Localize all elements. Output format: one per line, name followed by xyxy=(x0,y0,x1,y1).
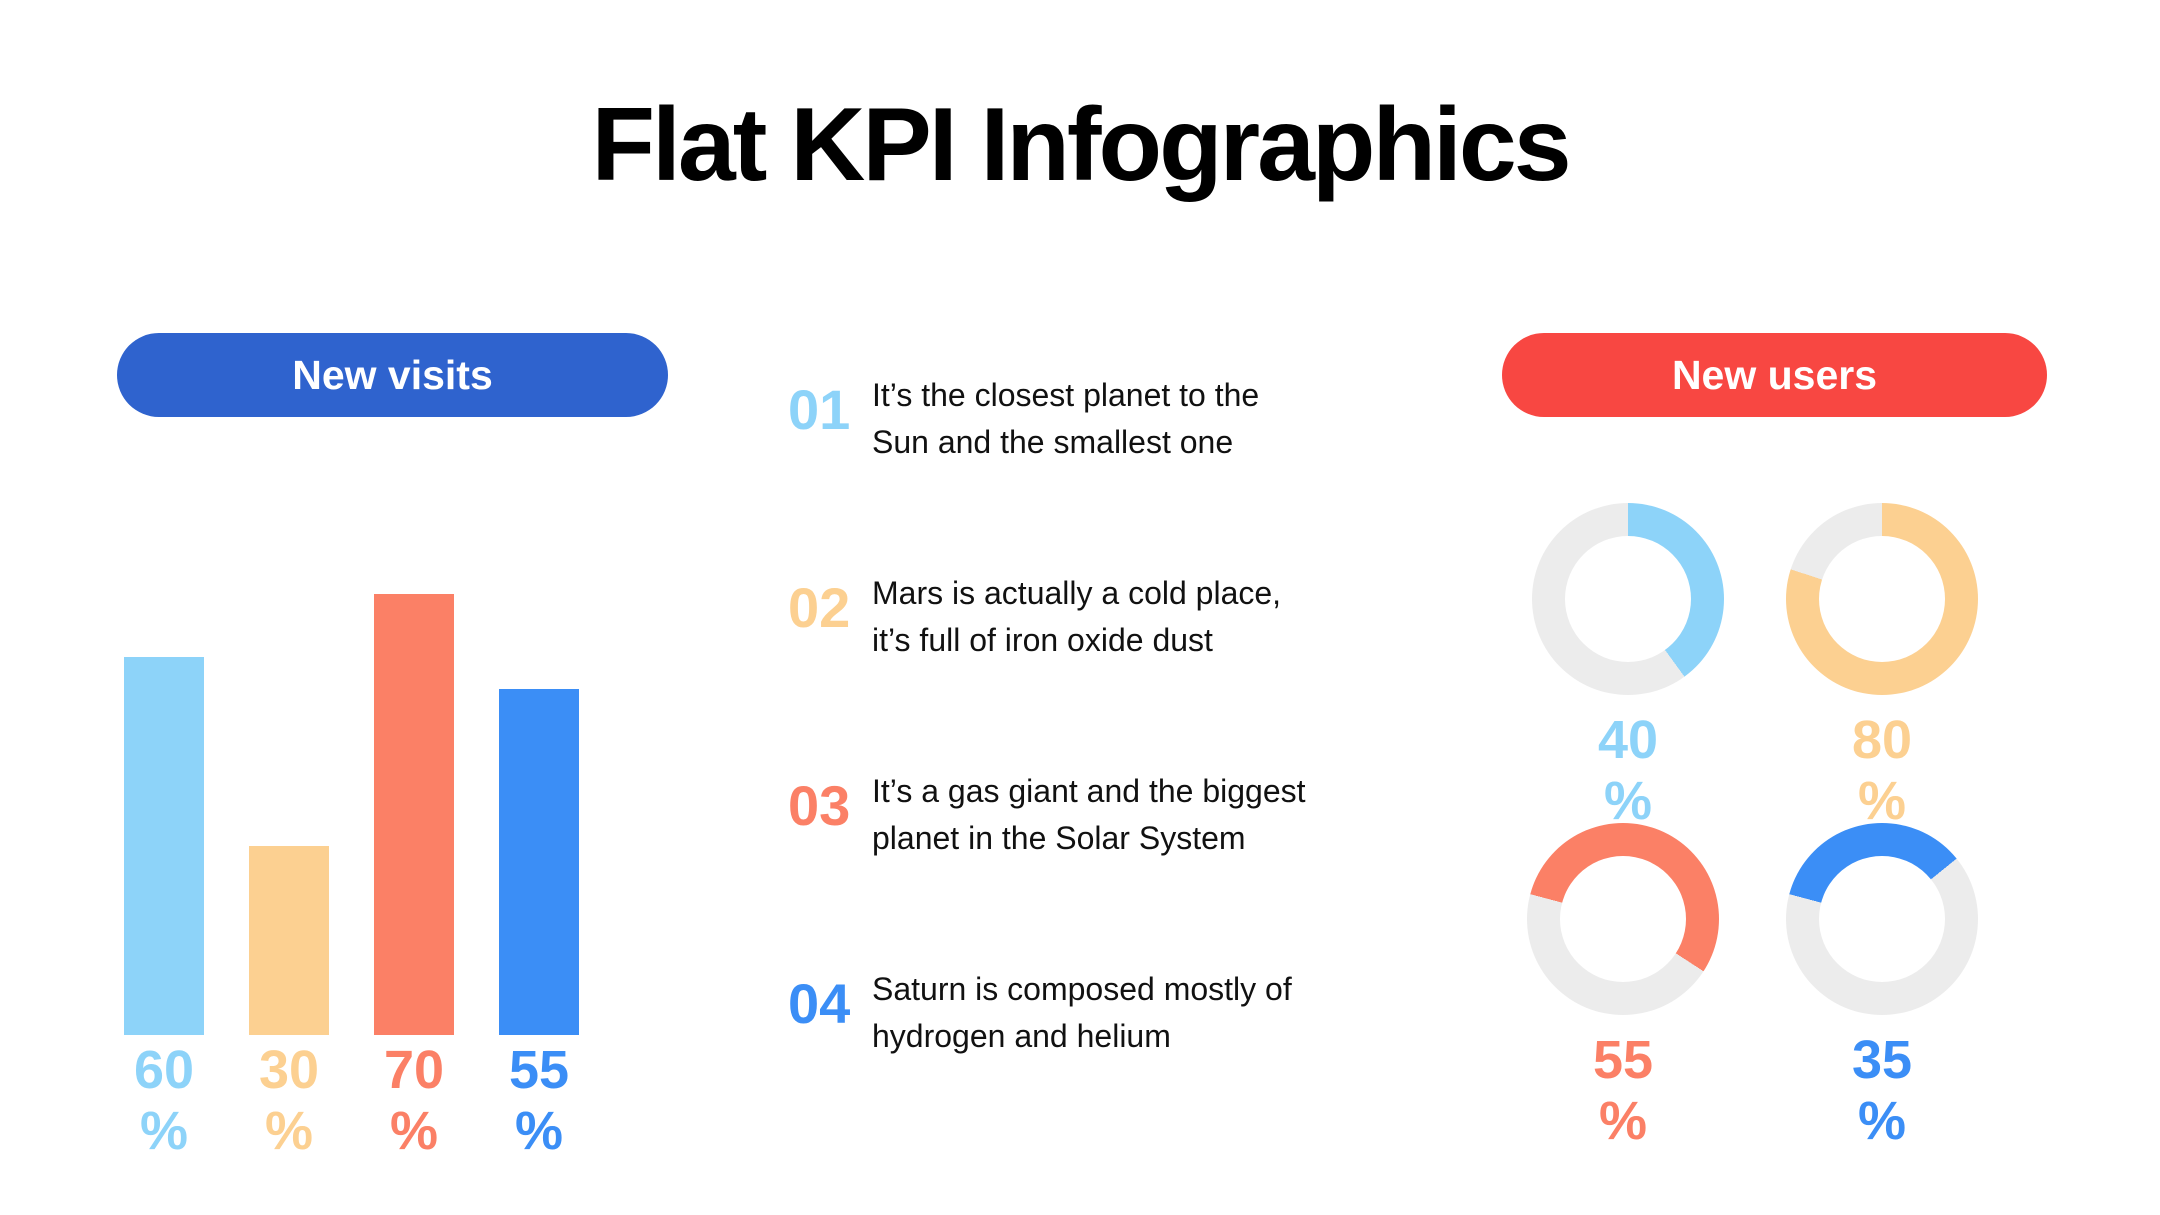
fact-number-01: 01 xyxy=(788,378,851,441)
bar-visits-1 xyxy=(124,657,204,1035)
facts-list: 01 It’s the closest planet to the Sun an… xyxy=(788,372,1428,1164)
fact-item-01: 01 It’s the closest planet to the Sun an… xyxy=(788,372,1428,466)
donut-unit-3: % xyxy=(1598,1091,1647,1151)
new-visits-header-pill: New visits xyxy=(117,333,668,417)
bar-chart-new-visits xyxy=(124,593,579,1035)
bar-value-2: 30 xyxy=(258,1040,320,1100)
donut-unit-1: % xyxy=(1603,771,1652,831)
donut-cell-1: 40 % xyxy=(1532,503,1724,832)
fact-number-02: 02 xyxy=(788,576,851,639)
donut-value-label-2: 80 % xyxy=(1786,710,1978,832)
fact-text-01: It’s the closest planet to the Sun and t… xyxy=(872,377,1260,460)
donut-value-3: 55 xyxy=(1592,1030,1654,1090)
bar-value-4: 55 xyxy=(508,1040,570,1100)
bar-visits-4 xyxy=(499,688,579,1035)
page-title: Flat KPI Infographics xyxy=(591,87,1571,203)
bar-value-label-2: 30 % xyxy=(249,1040,329,1162)
bar-value-labels: 60 % 30 % 70 % 55 % xyxy=(124,1040,579,1162)
donut-value-label-1: 40 % xyxy=(1532,710,1724,832)
donut-cell-2: 80 % xyxy=(1786,503,1978,832)
fact-number-04: 04 xyxy=(788,972,851,1035)
donut-gauge-1 xyxy=(1532,503,1724,695)
bar-visits-2 xyxy=(249,846,329,1035)
donut-value-2: 80 xyxy=(1851,710,1913,770)
bar-value-3: 70 xyxy=(383,1040,445,1100)
bar-value-1: 60 xyxy=(133,1040,195,1100)
donut-value-label-4: 35 % xyxy=(1786,1030,1978,1152)
fact-text-04: Saturn is composed mostly of hydrogen an… xyxy=(872,971,1292,1054)
fact-item-02: 02 Mars is actually a cold place, it’s f… xyxy=(788,570,1428,664)
donut-cell-3: 55 % xyxy=(1527,823,1719,1152)
donut-value-1: 40 xyxy=(1597,710,1659,770)
donut-unit-2: % xyxy=(1857,771,1906,831)
fact-item-03: 03 It’s a gas giant and the biggest plan… xyxy=(788,768,1428,862)
bar-unit-4: % xyxy=(514,1101,563,1161)
bar-value-label-3: 70 % xyxy=(374,1040,454,1162)
bar-unit-1: % xyxy=(139,1101,188,1161)
fact-number-03: 03 xyxy=(788,774,851,837)
bar-visits-3 xyxy=(374,594,454,1035)
bar-unit-3: % xyxy=(389,1101,438,1161)
fact-text-03: It’s a gas giant and the biggest planet … xyxy=(872,773,1306,856)
donut-unit-4: % xyxy=(1857,1091,1906,1151)
fact-text-02: Mars is actually a cold place, it’s full… xyxy=(872,575,1282,658)
donut-gauge-4 xyxy=(1786,823,1978,1015)
bar-unit-2: % xyxy=(264,1101,313,1161)
bar-value-label-4: 55 % xyxy=(499,1040,579,1162)
donut-value-4: 35 xyxy=(1851,1030,1913,1090)
donut-value-label-3: 55 % xyxy=(1527,1030,1719,1152)
donut-cell-4: 35 % xyxy=(1786,823,1978,1152)
donut-gauge-3 xyxy=(1527,823,1719,1015)
fact-item-04: 04 Saturn is composed mostly of hydrogen… xyxy=(788,966,1428,1060)
donut-gauge-2 xyxy=(1786,503,1978,695)
new-users-header-pill: New users xyxy=(1502,333,2047,417)
bar-value-label-1: 60 % xyxy=(124,1040,204,1162)
